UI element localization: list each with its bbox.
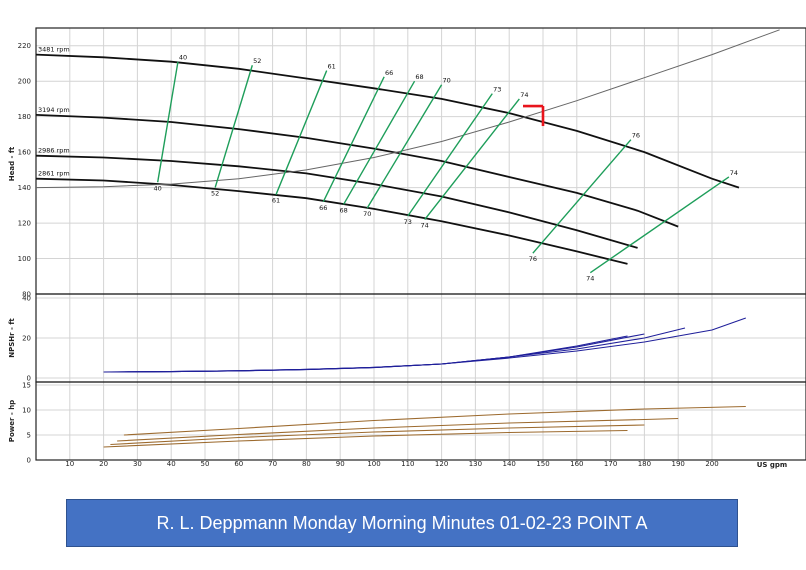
speed-label: 2986 rpm — [38, 147, 70, 155]
x-tick-label: 110 — [401, 460, 414, 468]
efficiency-label-bottom: 74 — [586, 275, 594, 283]
y-tick-label: 140 — [18, 184, 31, 192]
efficiency-label-bottom: 76 — [529, 255, 537, 263]
x-tick-label: 120 — [435, 460, 448, 468]
grid-lines — [36, 28, 806, 460]
y-tick-label: 120 — [18, 220, 31, 228]
speed-label: 2861 rpm — [38, 170, 70, 178]
x-tick-label: 10 — [65, 460, 74, 468]
efficiency-line — [424, 98, 520, 220]
efficiency-line — [589, 176, 730, 274]
power-panel-frame — [35, 381, 806, 461]
x-tick-label: 30 — [133, 460, 142, 468]
efficiency-line — [214, 65, 253, 188]
caption-text: R. L. Deppmann Monday Morning Minutes 01… — [156, 512, 648, 533]
x-tick-label: 60 — [234, 460, 243, 468]
x-tick-label: 170 — [604, 460, 617, 468]
x-tick-label: 70 — [268, 460, 277, 468]
efficiency-label-top: 73 — [493, 86, 501, 94]
efficiency-label-top: 40 — [179, 54, 187, 62]
x-tick-label: 50 — [201, 460, 210, 468]
y-tick-label: 80 — [22, 291, 31, 299]
efficiency-label-top: 74 — [730, 169, 738, 177]
y-tick-label: 10 — [22, 407, 31, 415]
speed-label: 3481 rpm — [38, 46, 70, 54]
efficiency-label-bottom: 73 — [404, 218, 412, 226]
efficiency-label-top: 74 — [520, 91, 528, 99]
speed-label: 3194 rpm — [38, 106, 70, 114]
efficiency-label-top: 52 — [253, 57, 261, 65]
y-tick-label: 0 — [27, 375, 31, 383]
x-tick-label: 20 — [99, 460, 108, 468]
efficiency-label-top: 61 — [328, 63, 336, 71]
x-tick-label: 160 — [570, 460, 583, 468]
efficiency-line — [275, 70, 328, 195]
efficiency-label-bottom: 68 — [339, 206, 347, 214]
y-tick-label: 180 — [18, 113, 31, 121]
efficiency-line — [532, 139, 632, 254]
npsh-axis-title: NPSHr - ft — [8, 318, 16, 358]
pump-speed-curve — [35, 154, 638, 249]
efficiency-line — [342, 80, 416, 205]
efficiency-label-top: 68 — [415, 73, 423, 81]
y-tick-label: 220 — [18, 42, 31, 50]
npsh-curve — [117, 327, 686, 373]
efficiency-label-bottom: 70 — [363, 210, 371, 218]
efficiency-label-top: 76 — [632, 132, 640, 140]
efficiency-line — [322, 76, 385, 203]
power-axis-title: Power - hp — [8, 400, 16, 442]
x-tick-label: 200 — [705, 460, 718, 468]
head-axis-title: Head - ft — [8, 146, 16, 181]
efficiency-label-bottom: 74 — [421, 222, 429, 230]
power-curve — [123, 405, 746, 436]
pump-speed-curve — [35, 177, 628, 265]
power-curve — [103, 429, 628, 448]
y-tick-label: 15 — [22, 382, 31, 390]
efficiency-label-bottom: 66 — [319, 204, 327, 212]
x-tick-label: 80 — [302, 460, 311, 468]
efficiency-line — [366, 84, 443, 209]
efficiency-lines — [156, 61, 730, 274]
y-tick-label: 20 — [22, 335, 31, 343]
y-tick-label: 200 — [18, 78, 31, 86]
power-curve — [117, 417, 679, 442]
efficiency-label-bottom: 61 — [272, 197, 280, 205]
efficiency-label-top: 66 — [385, 69, 393, 77]
chart-panels — [35, 27, 806, 461]
caption-banner: R. L. Deppmann Monday Morning Minutes 01… — [66, 499, 738, 547]
y-tick-label: 100 — [18, 255, 31, 263]
x-tick-label: 100 — [367, 460, 380, 468]
efficiency-label-bottom: 40 — [154, 184, 162, 192]
efficiency-label-bottom: 52 — [211, 190, 219, 198]
system-curve — [35, 29, 780, 189]
series-layer — [35, 29, 780, 448]
npsh-curve — [123, 317, 746, 373]
x-axis-title: US gpm — [757, 461, 787, 469]
x-tick-label: 150 — [536, 460, 549, 468]
pump-speed-curve — [35, 114, 679, 228]
pump-curve-chart: 10 20 30 40 50 60 70 80 90 100 110 120 130 140 150 160 1… — [8, 27, 806, 469]
x-tick-label: 180 — [638, 460, 651, 468]
power-curve — [110, 424, 645, 446]
x-tick-label: 130 — [469, 460, 482, 468]
y-tick-label: 160 — [18, 149, 31, 157]
operating-point-layer — [523, 104, 545, 127]
chart-labels: 10 20 30 40 50 60 70 80 90 100 110 120 130 140 150 160 1… — [18, 42, 738, 468]
x-tick-label: 40 — [167, 460, 176, 468]
y-tick-label: 0 — [27, 457, 31, 465]
efficiency-line — [156, 61, 179, 183]
head-panel-frame — [35, 27, 806, 295]
efficiency-label-top: 70 — [442, 77, 450, 85]
x-tick-label: 190 — [672, 460, 685, 468]
x-tick-label: 90 — [336, 460, 345, 468]
y-tick-label: 40 — [22, 295, 31, 303]
npsh-curve — [110, 333, 645, 373]
efficiency-line — [407, 93, 493, 217]
x-tick-label: 140 — [503, 460, 516, 468]
y-tick-label: 5 — [27, 432, 31, 440]
